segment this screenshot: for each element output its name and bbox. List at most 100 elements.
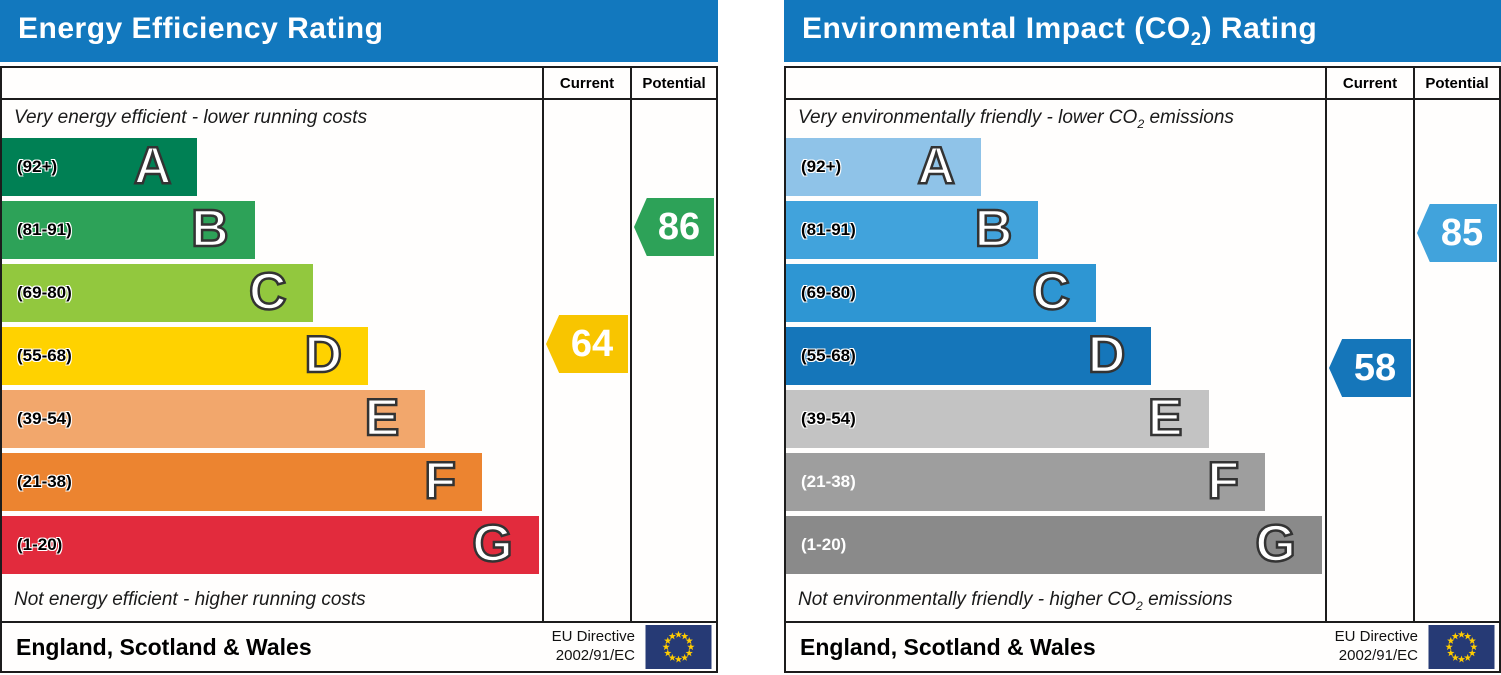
band-row: (55-68) D bbox=[2, 327, 542, 385]
band-f: (21-38) F bbox=[2, 453, 483, 511]
band-letter: D bbox=[1087, 325, 1127, 384]
band-letter: B bbox=[190, 199, 230, 258]
top-note: Very environmentally friendly - lower CO… bbox=[798, 107, 1234, 131]
band-letter: E bbox=[363, 388, 400, 447]
band-range-label: (39-54) bbox=[17, 409, 72, 428]
band-stack: (92+) A (81-91) B (69-80) C (55-68) D (39-54) E (2… bbox=[786, 138, 1325, 579]
rating-table: Current Potential Very environmentally f… bbox=[784, 66, 1501, 673]
band-letter: F bbox=[1206, 451, 1240, 510]
band-e: (39-54) E bbox=[786, 390, 1209, 448]
band-range-label: (21-38) bbox=[17, 472, 72, 491]
band-row: (81-91) B bbox=[786, 201, 1325, 259]
band-c: (69-80) C bbox=[2, 264, 313, 322]
band-a: (92+) A bbox=[786, 138, 982, 196]
band-e: (39-54) E bbox=[2, 388, 426, 448]
eu-directive-line1: EU Directive bbox=[551, 628, 635, 646]
bottom-note-text: Not environmentally friendly - higher CO bbox=[798, 589, 1136, 611]
band-c: (69-80) C bbox=[786, 264, 1096, 322]
eu-flag-icon bbox=[1428, 625, 1495, 669]
band-letter: E bbox=[1147, 388, 1184, 447]
current-rating-cell: 64 bbox=[542, 100, 630, 621]
potential-rating-arrow: 86 bbox=[634, 198, 714, 256]
band-letter: C bbox=[248, 262, 288, 321]
eu-directive-line2: 2002/91/EC bbox=[555, 647, 635, 664]
band-range-label: (39-54) bbox=[801, 409, 856, 428]
header-spacer bbox=[786, 68, 1325, 100]
band-range-label: (1-20) bbox=[17, 535, 63, 554]
band-b: (81-91) B bbox=[786, 199, 1039, 259]
band-row: (39-54) E bbox=[786, 390, 1325, 448]
bottom-note-text: Not energy efficient - higher running co… bbox=[14, 589, 366, 611]
potential-rating-value: 85 bbox=[1440, 211, 1484, 254]
band-area: Very energy efficient - lower running co… bbox=[2, 100, 542, 621]
band-letter: G bbox=[471, 514, 514, 573]
top-note: Very energy efficient - lower running co… bbox=[14, 107, 367, 131]
eu-directive-line2: 2002/91/EC bbox=[1338, 647, 1418, 664]
region-label: England, Scotland & Wales bbox=[800, 633, 1096, 660]
band-row: (81-91) B bbox=[2, 201, 542, 259]
potential-column-header: Potential bbox=[630, 68, 716, 100]
bottom-note: Not environmentally friendly - higher CO… bbox=[798, 589, 1233, 613]
band-range-label: (21-38) bbox=[801, 472, 856, 491]
band-letter: D bbox=[303, 325, 343, 384]
header-spacer bbox=[2, 68, 542, 100]
current-rating-cell: 58 bbox=[1325, 100, 1413, 621]
chart-footer: England, Scotland & Wales EU Directive 2… bbox=[2, 621, 716, 671]
potential-rating-cell: 86 bbox=[630, 100, 716, 621]
band-row: (92+) A bbox=[2, 138, 542, 196]
band-row: (21-38) F bbox=[786, 453, 1325, 511]
top-note-subscript: 2 bbox=[1137, 116, 1145, 131]
band-range-label: (69-80) bbox=[801, 283, 856, 302]
chart-title-text-end: ) Rating bbox=[1201, 12, 1318, 45]
chart-title-text: Environmental Impact (CO bbox=[802, 12, 1191, 45]
band-row: (21-38) F bbox=[2, 453, 542, 511]
band-row: (69-80) C bbox=[2, 264, 542, 322]
band-range-label: (92+) bbox=[801, 157, 842, 176]
band-range-label: (1-20) bbox=[801, 535, 847, 554]
bottom-note: Not energy efficient - higher running co… bbox=[14, 589, 366, 613]
top-note-text-end: emissions bbox=[1144, 107, 1234, 128]
top-note-text: Very environmentally friendly - lower CO bbox=[798, 107, 1138, 128]
band-row: (1-20) G bbox=[786, 516, 1325, 574]
chart-title-bar: Energy Efficiency Rating bbox=[0, 0, 718, 62]
band-row: (55-68) D bbox=[786, 327, 1325, 385]
band-range-label: (55-68) bbox=[801, 346, 856, 365]
chart-footer: England, Scotland & Wales EU Directive 2… bbox=[786, 621, 1499, 671]
band-row: (39-54) E bbox=[2, 390, 542, 448]
region-label: England, Scotland & Wales bbox=[16, 633, 312, 660]
rating-table: Current Potential Very energy efficient … bbox=[0, 66, 718, 673]
band-letter: B bbox=[973, 199, 1013, 258]
eu-directive-label: EU Directive 2002/91/EC bbox=[1335, 628, 1418, 666]
chart-title: Energy Efficiency Rating bbox=[18, 12, 383, 50]
current-rating-arrow: 58 bbox=[1329, 339, 1411, 397]
band-f: (21-38) F bbox=[786, 451, 1266, 511]
band-d: (55-68) D bbox=[2, 325, 369, 385]
band-range-label: (69-80) bbox=[17, 283, 72, 302]
current-rating-arrow: 64 bbox=[546, 315, 628, 373]
current-rating-value: 58 bbox=[1353, 346, 1397, 389]
band-row: (92+) A bbox=[786, 138, 1325, 196]
energy-efficiency-chart: Energy Efficiency Rating Current Potenti… bbox=[0, 0, 718, 673]
band-range-label: (81-91) bbox=[801, 220, 856, 239]
bottom-note-text-end: emissions bbox=[1142, 589, 1233, 611]
chart-title-subscript: 2 bbox=[1190, 28, 1202, 49]
eu-directive-line1: EU Directive bbox=[1334, 628, 1418, 646]
band-g: (1-20) G bbox=[786, 516, 1322, 574]
environmental-impact-chart: Environmental Impact (CO2) Rating Curren… bbox=[784, 0, 1501, 673]
band-row: (69-80) C bbox=[786, 264, 1325, 322]
band-range-label: (55-68) bbox=[17, 346, 72, 365]
band-a: (92+) A bbox=[2, 136, 198, 196]
eu-flag-icon bbox=[645, 625, 712, 669]
chart-title-text: Energy Efficiency Rating bbox=[18, 12, 384, 45]
current-column-header: Current bbox=[1325, 68, 1413, 100]
band-stack: (92+) A (81-91) B (69-80) C (55-68) D (39-54) E (2… bbox=[2, 138, 542, 579]
band-letter: A bbox=[133, 136, 173, 195]
band-row: (1-20) G bbox=[2, 516, 542, 574]
potential-rating-arrow: 85 bbox=[1417, 204, 1497, 262]
chart-title: Environmental Impact (CO2) Rating bbox=[802, 12, 1317, 50]
chart-title-bar: Environmental Impact (CO2) Rating bbox=[784, 0, 1501, 62]
band-g: (1-20) G bbox=[2, 516, 539, 574]
band-range-label: (92+) bbox=[17, 157, 58, 176]
band-d: (55-68) D bbox=[786, 325, 1152, 385]
band-b: (81-91) B bbox=[2, 201, 255, 259]
